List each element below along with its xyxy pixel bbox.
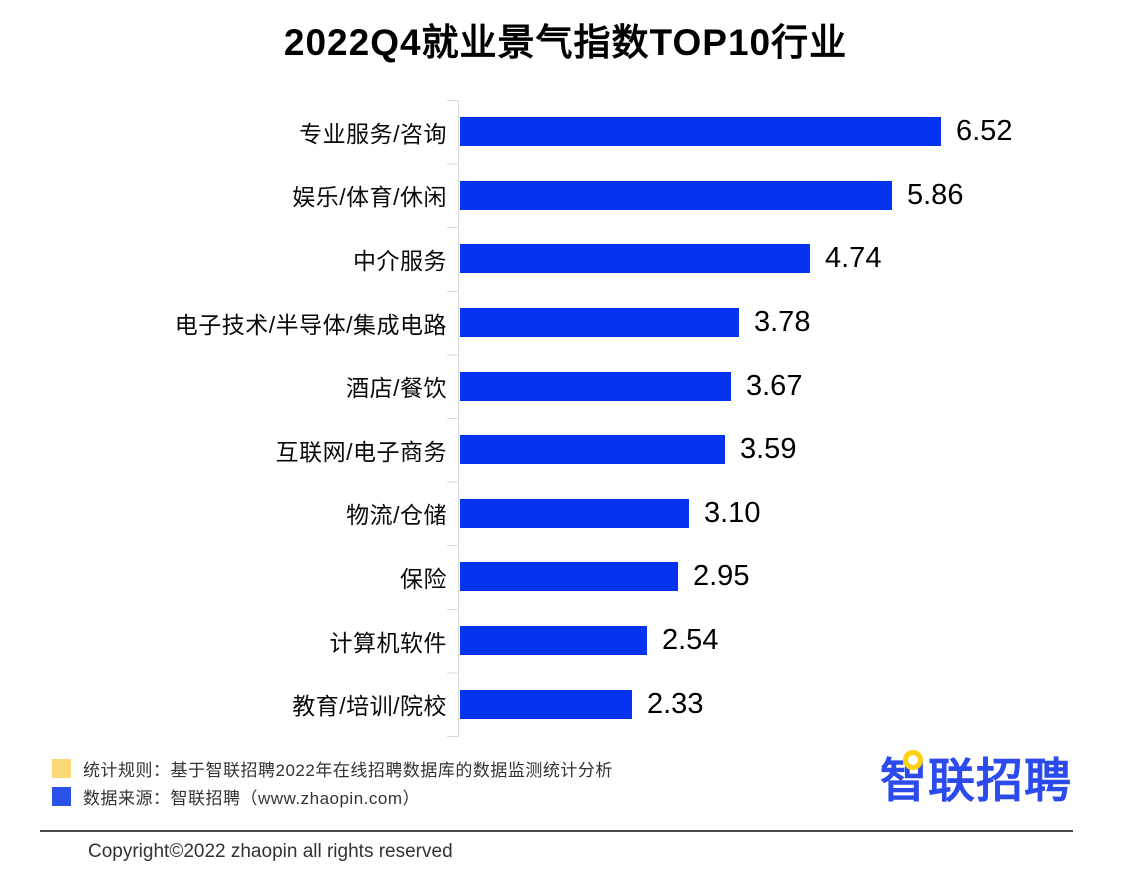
- value-label: 2.54: [662, 624, 719, 657]
- category-label: 计算机软件: [329, 629, 447, 656]
- bar-row: 互联网/电子商务 3.59: [0, 418, 1131, 482]
- category-label: 教育/培训/院校: [292, 693, 447, 720]
- value-label: 3.78: [754, 306, 811, 339]
- bar-row: 教育/培训/院校 2.33: [0, 672, 1131, 736]
- value-label: 4.74: [825, 242, 882, 275]
- footer-divider: [40, 830, 1073, 832]
- copyright-text: Copyright©2022 zhaopin all rights reserv…: [88, 841, 453, 862]
- bar-row: 保险 2.95: [0, 545, 1131, 609]
- bar: [460, 435, 725, 465]
- logo-speech-bubble-icon: [903, 750, 923, 770]
- zhaopin-logo: 智联招聘: [880, 750, 1080, 812]
- bar-chart: 专业服务/咨询 6.52 娱乐/体育/休闲 5.86 中介服务 4.74 电子技术/半导体/…: [0, 100, 1131, 738]
- legend-label: 数据来源：智联招聘（www.zhaopin.com）: [83, 788, 421, 808]
- category-label: 专业服务/咨询: [299, 120, 447, 147]
- chart-title: 2022Q4就业景气指数TOP10行业: [283, 22, 848, 63]
- category-label: 中介服务: [353, 247, 447, 274]
- bar: [460, 244, 810, 274]
- bar: [460, 689, 632, 719]
- bar-row: 中介服务 4.74: [0, 227, 1131, 291]
- category-label: 娱乐/体育/休闲: [292, 184, 447, 211]
- bar: [460, 180, 892, 210]
- yellow-square: [52, 758, 71, 778]
- category-axis-line: [458, 100, 459, 737]
- bar-row: 物流/仓储 3.10: [0, 482, 1131, 546]
- legend: 统计规则：基于智联招聘2022年在线招聘数据库的数据监测统计分析 数据来源：智联招…: [52, 754, 613, 810]
- category-label: 互联网/电子商务: [275, 438, 447, 465]
- bar-row: 专业服务/咨询 6.52: [0, 100, 1131, 164]
- bar: [460, 117, 941, 147]
- value-label: 2.95: [693, 560, 750, 593]
- legend-label: 统计规则：基于智联招聘2022年在线招聘数据库的数据监测统计分析: [83, 760, 613, 780]
- legend-item: 统计规则：基于智联招聘2022年在线招聘数据库的数据监测统计分析: [52, 754, 613, 782]
- value-label: 2.33: [647, 687, 704, 720]
- bar: [460, 308, 739, 338]
- bar: [460, 498, 689, 528]
- value-label: 6.52: [956, 115, 1013, 148]
- value-label: 5.86: [907, 178, 964, 211]
- category-label: 物流/仓储: [346, 502, 447, 529]
- blue-square: [52, 786, 71, 806]
- legend-item: 数据来源：智联招聘（www.zhaopin.com）: [52, 782, 613, 810]
- value-label: 3.59: [740, 433, 797, 466]
- bar: [460, 626, 647, 656]
- bar-row: 酒店/餐饮 3.67: [0, 354, 1131, 418]
- bar-row: 计算机软件 2.54: [0, 609, 1131, 673]
- bar: [460, 371, 731, 401]
- category-label: 酒店/餐饮: [346, 375, 447, 402]
- bar-row: 电子技术/半导体/集成电路 3.78: [0, 291, 1131, 355]
- value-label: 3.10: [704, 496, 761, 529]
- bar: [460, 562, 678, 592]
- category-label: 保险: [400, 565, 447, 592]
- bar-row: 娱乐/体育/休闲 5.86: [0, 164, 1131, 228]
- category-label: 电子技术/半导体/集成电路: [174, 311, 447, 338]
- axis-tick-marks: [447, 100, 458, 738]
- value-label: 3.67: [746, 369, 803, 402]
